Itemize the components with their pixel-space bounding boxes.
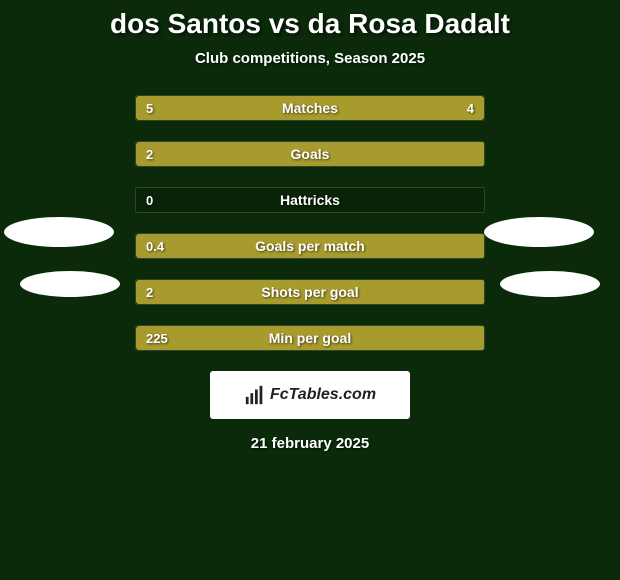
player-oval xyxy=(4,217,114,247)
bar-right xyxy=(331,96,484,120)
bar-left xyxy=(136,234,484,258)
stat-row: 54Matches xyxy=(135,95,485,121)
page-title: dos Santos vs da Rosa Dadalt xyxy=(0,8,620,40)
player-oval xyxy=(500,271,600,297)
player-oval xyxy=(20,271,120,297)
stat-row: 2Shots per goal xyxy=(135,279,485,305)
stat-label: Hattricks xyxy=(136,188,484,212)
bar-left xyxy=(136,142,484,166)
chart-icon xyxy=(244,384,266,406)
bar-left xyxy=(136,96,331,120)
date-text: 21 february 2025 xyxy=(0,435,620,452)
brand-box: FcTables.com xyxy=(210,371,410,419)
player-oval xyxy=(484,217,594,247)
stats-rows: 54Matches 2Goals 0Hattricks 0.4Goals per ma… xyxy=(135,95,485,351)
bar-left xyxy=(136,280,484,304)
comparison-infographic: dos Santos vs da Rosa Dadalt Club compet… xyxy=(0,0,620,452)
bar-left xyxy=(136,326,484,350)
stat-row: 225Min per goal xyxy=(135,325,485,351)
stat-left-value: 0 xyxy=(146,188,153,212)
subtitle: Club competitions, Season 2025 xyxy=(0,50,620,67)
stat-row: 0.4Goals per match xyxy=(135,233,485,259)
stat-row: 0Hattricks xyxy=(135,187,485,213)
brand-text: FcTables.com xyxy=(270,386,376,404)
stats-area: 54Matches 2Goals 0Hattricks 0.4Goals per ma… xyxy=(0,95,620,351)
stat-row: 2Goals xyxy=(135,141,485,167)
